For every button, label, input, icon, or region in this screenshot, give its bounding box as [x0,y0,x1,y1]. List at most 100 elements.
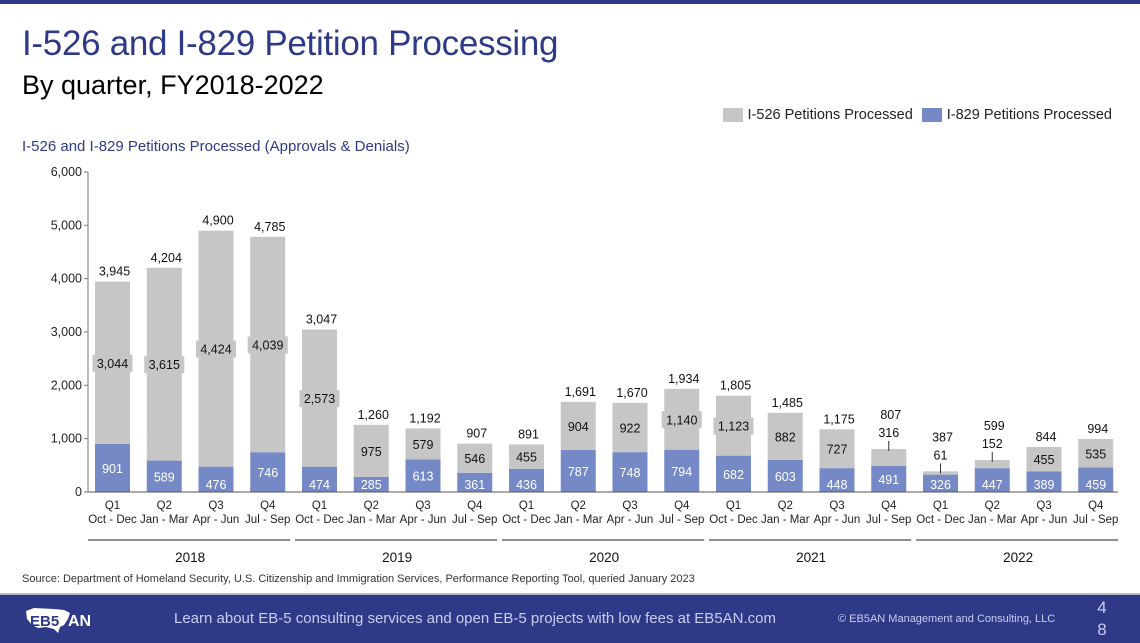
data-label-i526-bg [299,390,340,408]
bar-i829 [560,450,596,492]
data-label-total: 387 [932,430,953,444]
x-tick-months: Jul - Sep [452,514,497,526]
page-number-digit-2: 8 [1097,620,1107,639]
data-label-i829: 389 [1034,478,1055,492]
data-label-i829: 436 [516,478,537,492]
bar-i829 [664,449,700,492]
x-tick-months: Apr - Jun [1021,514,1068,526]
data-label-i526-bg [772,428,799,446]
x-tick-quarter: Q1 [726,500,741,512]
bar-i829 [974,468,1010,492]
x-tick-quarter: Q1 [105,500,120,512]
top-accent-bar [0,0,1140,4]
bar-i829 [767,459,803,492]
y-tick-label: 6,000 [51,165,82,179]
x-tick-months: Jul - Sep [659,514,704,526]
x-tick-months: Apr - Jun [814,514,861,526]
data-label-i526: 579 [413,438,434,452]
copyright-text: © EB5AN Management and Consulting, LLC [838,613,1056,625]
bar-i829 [612,452,648,492]
data-label-i829: 447 [982,478,1003,492]
stacked-bar-chart: 0 1,000 2,000 3,000 4,000 5,000 6,000 901 3,044… [51,165,1119,565]
data-label-total: 599 [984,419,1005,433]
data-label-i829: 603 [775,470,796,484]
data-label-i526: 1,140 [666,413,697,427]
data-label-i526: 727 [827,443,848,457]
bar-i829 [353,476,389,492]
data-label-i829: 901 [102,462,123,476]
x-tick-months: Oct - Dec [916,514,965,526]
data-label-i526-bg [196,340,236,358]
x-tick-months: Oct - Dec [88,514,137,526]
x-tick-months: Oct - Dec [295,514,344,526]
data-label-i526: 61 [934,448,948,462]
page-title: I-526 and I-829 Petition Processing [22,24,559,63]
data-label-total: 1,934 [668,372,699,386]
footer-promo-link[interactable]: Learn about EB-5 consulting services and… [174,610,776,627]
data-label-total: 907 [466,427,487,441]
data-label-total: 4,900 [202,214,233,228]
data-label-i829: 613 [413,470,434,484]
x-tick-months: Jan - Mar [761,514,810,526]
data-label-i829: 794 [671,465,692,479]
data-label-i526: 882 [775,430,796,444]
data-label-total: 3,945 [99,265,130,279]
x-tick-quarter: Q4 [674,500,690,512]
data-label-i526: 3,044 [97,357,128,371]
data-label-i526-bg [358,442,385,460]
x-tick-months: Oct - Dec [502,514,551,526]
data-label-i526-bg [617,419,643,437]
x-tick-quarter: Q2 [364,500,379,512]
data-label-i526-bg [824,440,850,458]
year-label: 2019 [382,550,412,565]
data-label-i829: 746 [257,466,278,480]
data-label-i526-bg [247,336,288,354]
legend-label-i829: I-829 Petitions Processed [946,107,1112,123]
data-label-i526: 535 [1085,447,1106,461]
data-label-i526: 455 [516,451,537,465]
data-label-i526: 1,123 [718,420,749,434]
legend-swatch-i829 [921,108,942,122]
x-tick-months: Jul - Sep [1073,514,1118,526]
data-label-total: 4,785 [254,220,285,234]
footer-bar: EB5 AN Learn about EB-5 consulting servi… [0,593,1140,643]
bar-i829 [819,468,855,492]
data-label-i829: 361 [464,478,485,492]
bar-i829 [509,468,544,492]
x-tick-quarter: Q4 [1088,500,1104,512]
data-label-total: 3,047 [306,312,337,326]
data-label-i829: 787 [568,465,589,479]
data-label-total: 994 [1087,422,1108,436]
x-tick-months: Jul - Sep [866,514,911,526]
x-tick-quarter: Q3 [415,500,430,512]
x-tick-quarter: Q3 [622,500,637,512]
data-label-total: 891 [518,427,539,441]
x-tick-months: Apr - Jun [400,514,447,526]
data-label-total: 844 [1036,430,1057,444]
usa-map-icon: EB5 AN [26,608,91,633]
x-tick-months: Apr - Jun [607,514,654,526]
bar-i829 [871,465,907,492]
x-tick-months: Apr - Jun [193,514,240,526]
x-tick-months: Jan - Mar [554,514,603,526]
year-label: 2022 [1003,550,1033,565]
data-label-i526-bg [661,411,702,429]
y-tick-label: 3,000 [51,325,82,339]
year-label: 2021 [796,550,826,565]
bar-i526 [974,460,1010,469]
x-tick-quarter: Q1 [933,500,948,512]
x-tick-quarter: Q3 [1036,500,1051,512]
data-label-i526: 455 [1034,453,1055,467]
eb5an-logo[interactable]: EB5 AN [24,605,120,635]
x-tick-quarter: Q4 [467,500,483,512]
data-label-i526: 316 [878,426,899,440]
x-tick-quarter: Q2 [778,500,793,512]
bar-i829 [1078,467,1114,492]
data-label-i526-bg [713,417,754,435]
data-label-total: 1,670 [616,386,647,400]
x-tick-months: Oct - Dec [709,514,758,526]
page-number: 4 8 [1096,597,1108,641]
data-label-total: 1,192 [409,411,440,425]
data-label-i829: 491 [878,473,899,487]
x-tick-months: Jan - Mar [140,514,189,526]
